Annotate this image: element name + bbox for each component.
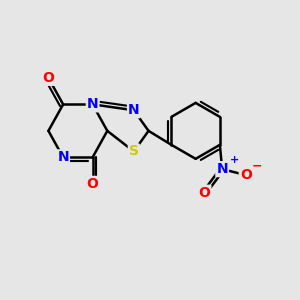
Text: N: N (216, 162, 228, 176)
Text: N: N (57, 150, 69, 164)
Text: +: + (230, 155, 239, 165)
Text: O: O (87, 177, 98, 191)
Text: −: − (252, 160, 263, 173)
Text: N: N (128, 103, 140, 117)
Text: O: O (240, 168, 252, 182)
Text: O: O (43, 71, 54, 85)
Text: S: S (129, 145, 139, 158)
Text: O: O (199, 186, 210, 200)
Text: N: N (87, 98, 98, 111)
